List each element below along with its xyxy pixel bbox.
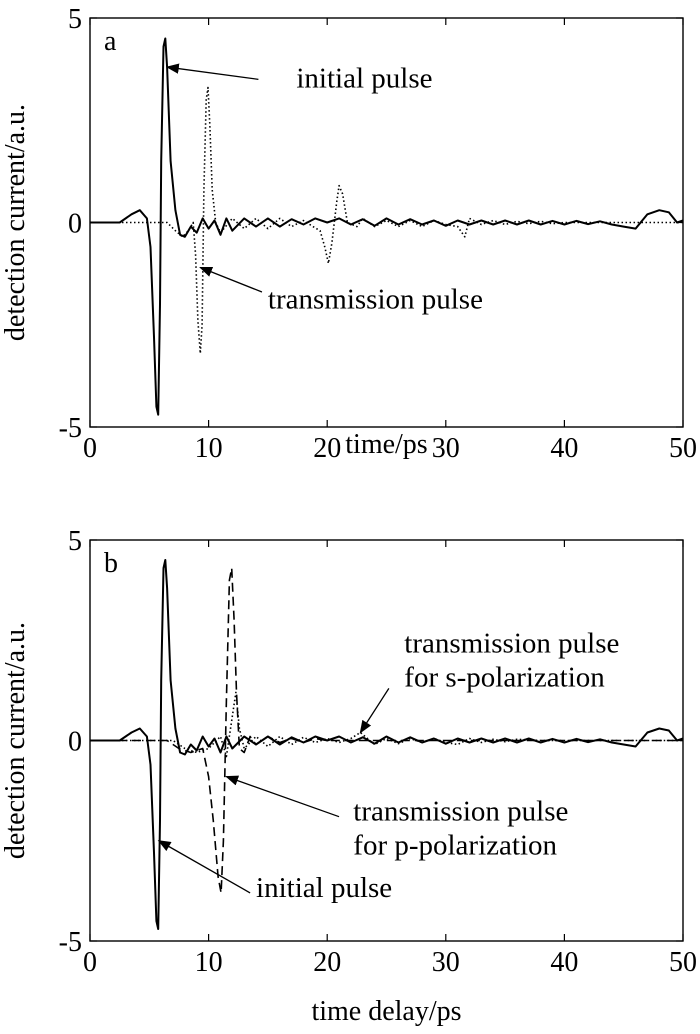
annotation-text: transmission pulse — [268, 283, 483, 315]
x-tick-label: 20 — [313, 433, 341, 464]
x-tick-label: 0 — [83, 433, 97, 464]
y-tick-label: -5 — [59, 927, 82, 958]
annotation-arrow — [359, 688, 390, 734]
annotation-text: transmission pulse — [404, 627, 619, 659]
x-tick-label: 30 — [432, 433, 460, 464]
annotation-arrow — [165, 63, 259, 80]
y-tick-label: 5 — [68, 526, 82, 557]
x-axis-label: time delay/ps — [311, 996, 461, 1027]
series-line-dotted — [90, 691, 683, 758]
annotation-text: initial pulse — [296, 63, 432, 95]
x-tick-label: 0 — [83, 947, 97, 978]
x-tick-label: 10 — [195, 947, 223, 978]
x-axis-label: time/ps — [345, 429, 427, 460]
annotation-arrow — [157, 840, 251, 894]
annotation-arrow — [225, 775, 340, 818]
annotation-text: for s-polarization — [404, 661, 605, 693]
annotation-text: initial pulse — [256, 872, 392, 904]
annotation-text: for p-polarization — [353, 830, 557, 862]
y-tick-label: 0 — [68, 209, 82, 240]
x-tick-label: 40 — [550, 947, 578, 978]
annotation-arrow — [199, 266, 263, 293]
y-tick-label: -5 — [59, 413, 82, 444]
panel-label: a — [104, 26, 117, 57]
series-line-solid — [90, 37, 684, 416]
series-line-dotted — [90, 86, 683, 355]
x-tick-label: 50 — [669, 947, 697, 978]
x-tick-label: 40 — [550, 433, 578, 464]
y-axis-label: detection current/a.u. — [0, 622, 31, 859]
x-tick-label: 20 — [313, 947, 341, 978]
series-line-dashed — [90, 567, 683, 894]
panel-label: b — [104, 548, 118, 579]
x-tick-label: 50 — [669, 433, 697, 464]
y-axis-label: detection current/a.u. — [0, 104, 31, 341]
x-tick-label: 30 — [432, 947, 460, 978]
annotation-text: transmission pulse — [353, 796, 568, 828]
y-tick-label: 5 — [68, 4, 82, 35]
x-tick-label: 10 — [195, 433, 223, 464]
y-tick-label: 0 — [68, 727, 82, 758]
